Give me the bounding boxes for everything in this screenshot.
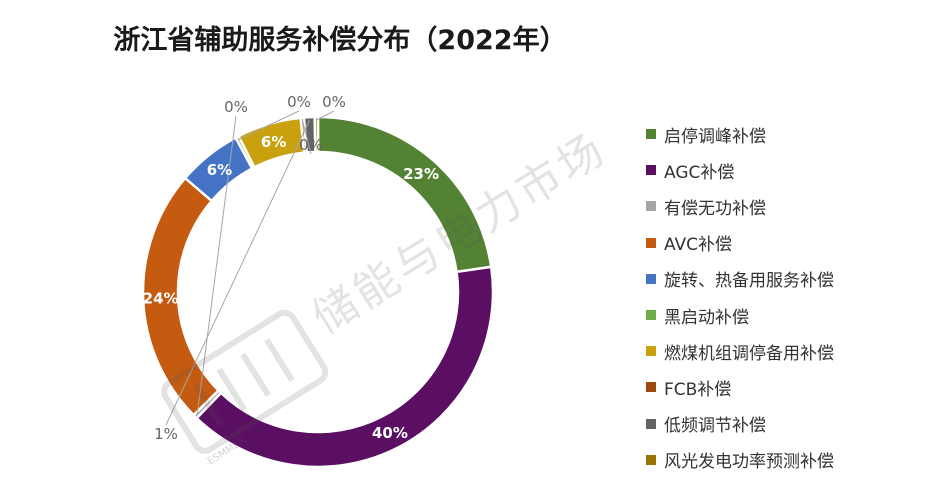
legend-item: 燃煤机组调停备用补偿 [646,333,834,369]
donut-slice [313,115,320,154]
legend-swatch [646,454,656,465]
slice-label: 0% [299,136,323,154]
slice-label: 23% [403,165,439,183]
leader-line [316,110,335,121]
slice-label: 0% [322,93,346,111]
leader-line [238,110,300,140]
leader-line [196,115,237,415]
legend-label: 旋转、热备用服务补偿 [664,271,834,292]
slice-label: 6% [261,133,286,151]
legend-swatch [646,310,656,321]
chart-title: 浙江省辅助服务补偿分布（2022年） [113,25,567,56]
slice-label: 0% [287,93,311,111]
legend-label: 有偿无功补偿 [664,198,766,219]
legend-item: AVC补偿 [646,225,834,261]
legend: 启停调峰补偿 AGC补偿有偿无功补偿 AVC补偿旋转、热备用服务补偿 黑启动补偿燃煤机… [646,116,834,478]
slice-label: 6% [207,161,232,179]
leader-line [302,120,312,155]
legend-swatch [646,382,656,393]
slice-label: 24% [143,290,179,308]
legend-label: 燃煤机组调停备用补偿 [664,343,834,364]
legend-label: FCB补偿 [664,379,732,400]
legend-item: FCB补偿 [646,369,834,405]
legend-swatch [646,273,656,284]
legend-item: 低频调节补偿 [646,406,834,442]
slice-label: 40% [372,424,408,442]
legend-swatch [646,165,656,176]
legend-label: 启停调峰补偿 [664,126,766,147]
legend-item: 有偿无功补偿 [646,188,834,224]
leader-line [165,119,310,426]
donut-slice [194,265,495,469]
legend-item: 旋转、热备用服务补偿 [646,261,834,297]
legend-swatch [646,346,656,357]
legend-label: AGC补偿 [664,162,735,183]
slice-label: 0% [224,98,248,116]
legend-swatch [646,129,656,140]
legend-swatch [646,237,656,248]
legend-swatch [646,418,656,429]
legend-label: AVC补偿 [664,235,733,256]
legend-item: 黑启动补偿 [646,297,834,333]
legend-swatch [646,201,656,212]
legend-label: 黑启动补偿 [664,307,749,328]
donut-slice [316,115,493,274]
legend-item: AGC补偿 [646,152,834,188]
legend-label: 风光发电功率预测补偿 [664,452,834,473]
legend-item: 启停调峰补偿 [646,116,834,152]
legend-label: 低频调节补偿 [664,416,766,437]
slice-label: 1% [154,425,178,443]
legend-item: 风光发电功率预测补偿 [646,442,834,478]
